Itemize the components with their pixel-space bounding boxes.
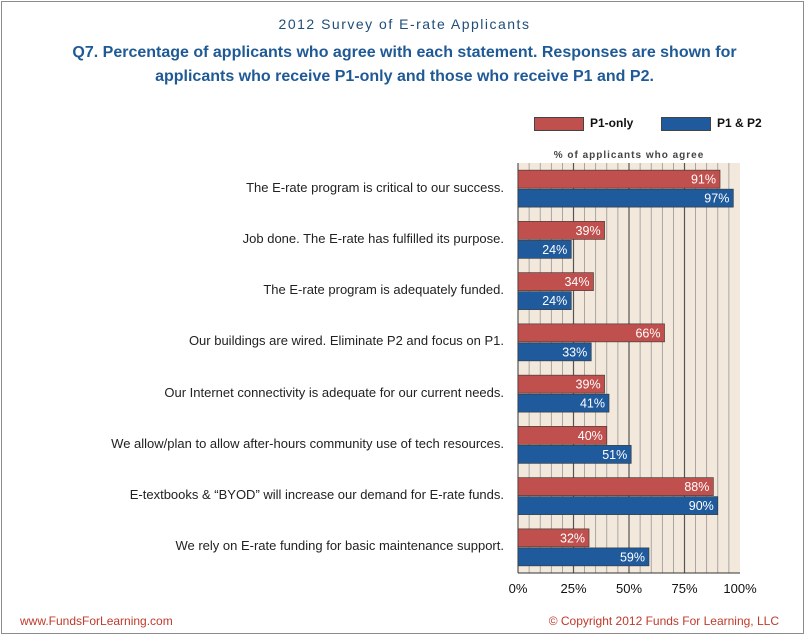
category-label: Our buildings are wired. Eliminate P2 an… [188, 333, 504, 349]
x-tick-label: 0% [508, 581, 528, 596]
category-label: We rely on E-rate funding for basic main… [175, 538, 504, 554]
bar-p1-p2 [517, 188, 734, 208]
x-tick-label: 75% [671, 581, 698, 596]
legend-label-p1-only: P1-only [590, 116, 634, 130]
legend-swatch-p1-only [534, 117, 584, 131]
bar-p1-only [517, 477, 714, 496]
footer-copyright: © Copyright 2012 Funds For Learning, LLC [548, 614, 779, 628]
bar-value-label: 34% [564, 275, 589, 289]
bar-value-label: 39% [576, 378, 601, 392]
chart-question-title: Q7. Percentage of applicants who agree w… [72, 44, 737, 85]
bar-value-label: 33% [562, 345, 587, 359]
bar-value-label: 66% [635, 326, 660, 340]
bar-p1-p2 [517, 496, 719, 515]
x-tick-label: 25% [560, 581, 587, 596]
bar-p1-only [517, 221, 605, 240]
bar-p1-only [517, 528, 590, 548]
bar-p1-only [517, 374, 605, 394]
bar-value-label: 41% [580, 397, 605, 411]
category-label: E-textbooks & “BYOD” will increase our d… [129, 487, 504, 503]
bar-p1-p2 [517, 547, 650, 567]
bar-value-label: 97% [704, 192, 729, 206]
bar-p1-p2 [517, 342, 592, 362]
category-label: Job done. The E-rate has fulfilled its p… [242, 230, 504, 246]
bar-p1-only [517, 426, 608, 445]
bar-value-label: 24% [542, 294, 567, 308]
bar-p1-p2 [517, 291, 572, 310]
category-label: We allow/plan to allow after-hours commu… [111, 435, 504, 451]
bar-p1-p2 [517, 393, 610, 413]
category-label: Our Internet connectivity is adequate fo… [164, 384, 504, 400]
bar-p1-only [517, 169, 721, 189]
bar-value-label: 40% [578, 429, 603, 443]
bar-value-label: 90% [689, 499, 714, 513]
x-tick-label: 100% [723, 581, 757, 596]
footer-website[interactable]: www.FundsForLearning.com [20, 614, 173, 628]
legend-swatch-p1-p2 [661, 117, 711, 131]
bar-value-label: 32% [560, 531, 585, 545]
category-label: The E-rate program is critical to our su… [246, 179, 504, 195]
bar-p1-only [517, 323, 665, 343]
bar-p1-p2 [517, 240, 572, 259]
legend-label-p1-p2: P1 & P2 [717, 116, 762, 130]
bar-value-label: 24% [542, 243, 567, 257]
survey-title: 2012 Survey of E-rate Applicants [278, 16, 531, 32]
bar-value-label: 59% [620, 550, 645, 564]
axis-title: % of applicants who agree [553, 150, 705, 161]
category-label: The E-rate program is adequately funded. [263, 282, 504, 298]
bar-value-label: 88% [684, 480, 709, 494]
bar-p1-p2 [517, 445, 632, 464]
bar-p1-only [517, 272, 594, 291]
bar-value-label: 51% [602, 448, 627, 462]
x-tick-label: 50% [615, 581, 643, 596]
bar-value-label: 39% [576, 224, 601, 238]
bar-value-label: 91% [691, 173, 716, 187]
